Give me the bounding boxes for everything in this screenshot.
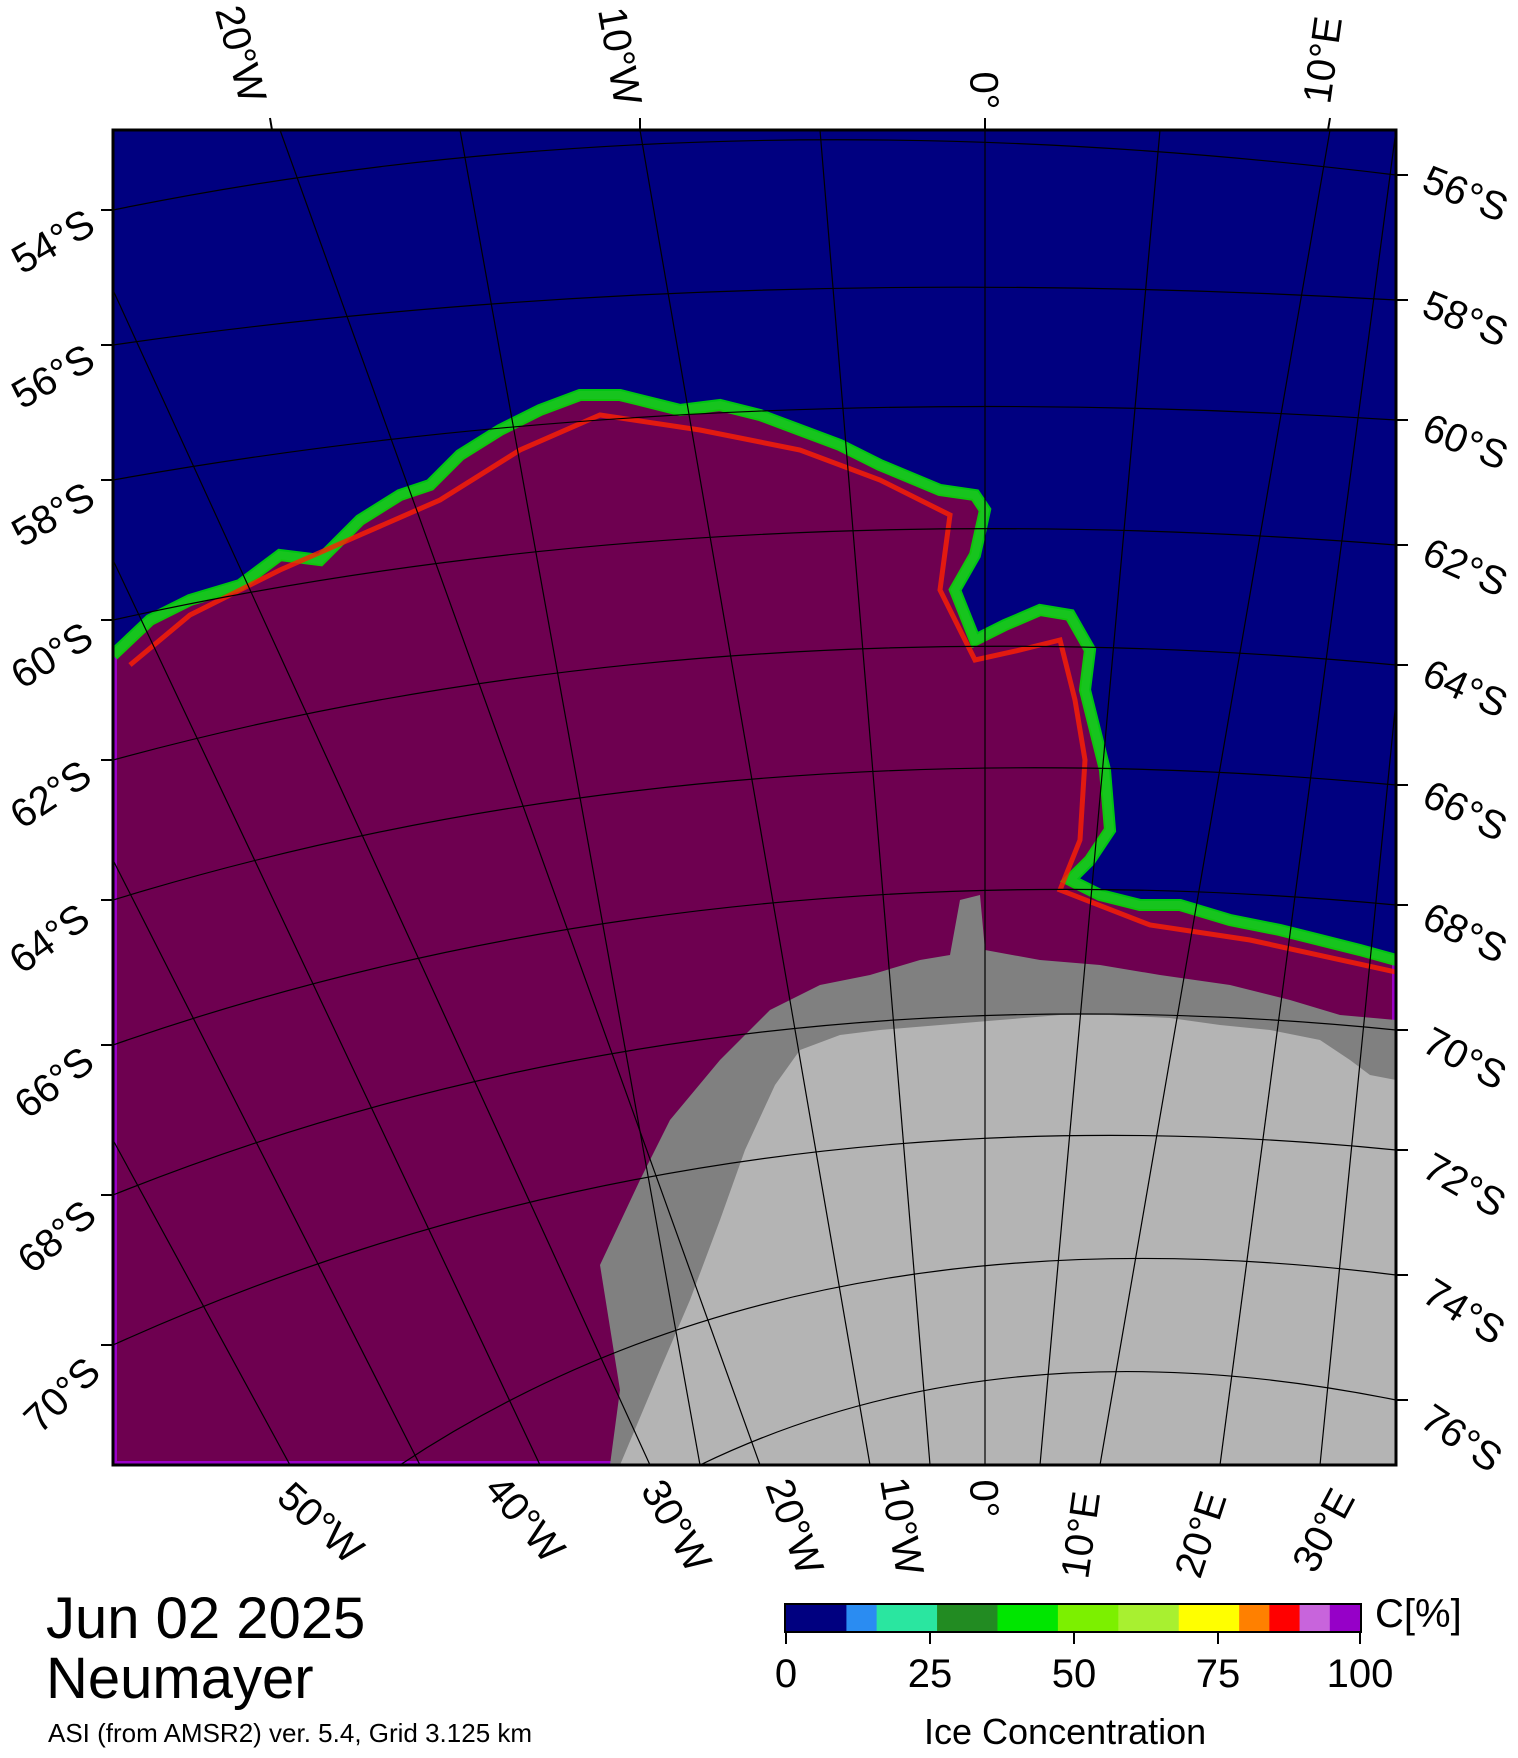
colorbar-ticks <box>785 1632 1361 1644</box>
colorbar-segment <box>1027 1605 1059 1631</box>
colorbar-segment <box>1208 1605 1240 1631</box>
right-lat-label: 56°S <box>1417 158 1514 231</box>
left-lat-label: 62°S <box>2 752 99 837</box>
left-lat-label: 64°S <box>1 895 97 982</box>
top-lon-label: 20°W <box>206 1 274 108</box>
colorbar-tick-label: 75 <box>1195 1652 1241 1696</box>
right-lat-label: 58°S <box>1417 283 1514 356</box>
right-lat-label: 74°S <box>1415 1270 1512 1354</box>
colorbar-segment <box>967 1605 999 1631</box>
right-lat-label: 68°S <box>1416 895 1514 973</box>
map-station-title: Neumayer <box>46 1646 314 1711</box>
left-lat-label: 60°S <box>3 614 100 698</box>
colorbar-segment <box>937 1605 968 1631</box>
left-lat-label: 66°S <box>6 1039 102 1127</box>
colorbar-segment <box>786 1605 817 1631</box>
colorbar-title: Ice Concentration <box>924 1711 1207 1752</box>
left-lat-label: 70°S <box>16 1349 109 1441</box>
ice-edge-red <box>128 412 1396 975</box>
bottom-lon-label: 10°W <box>871 1474 931 1579</box>
left-lat-label: 68°S <box>10 1192 105 1282</box>
map-frame <box>111 128 1398 1467</box>
marginal-ice-zone <box>113 389 1396 966</box>
colorbar-segment <box>1299 1605 1331 1631</box>
colorbar-segment <box>1057 1605 1089 1631</box>
colorbar-unit-label: C[%] <box>1375 1592 1462 1636</box>
graticule-meridians <box>113 130 1396 1465</box>
right-lat-label: 60°S <box>1417 406 1514 479</box>
top-lon-label: 10°E <box>1295 14 1351 106</box>
colorbar-tick-label: 50 <box>1051 1652 1097 1696</box>
right-lat-label: 70°S <box>1416 1019 1514 1099</box>
colorbar-segment <box>816 1605 848 1631</box>
bottom-lon-label: 30°W <box>632 1473 719 1580</box>
bottom-lon-label: 20°E <box>1167 1486 1236 1583</box>
bottom-lon-label: 40°W <box>476 1468 573 1572</box>
colorbar-segment <box>1239 1605 1270 1631</box>
colorbar-segment <box>906 1605 938 1631</box>
colorbar-segment <box>1269 1605 1301 1631</box>
colorbar-segment <box>876 1605 908 1631</box>
frame-ticks <box>101 117 1408 1401</box>
colorbar-segment <box>1118 1605 1150 1631</box>
colorbar-tick-label: 0 <box>774 1652 798 1696</box>
right-lat-label: 64°S <box>1416 651 1514 727</box>
colorbar-segment <box>1178 1605 1210 1631</box>
right-lat-label: 76°S <box>1413 1396 1510 1481</box>
bottom-lon-label: 10°E <box>1053 1489 1109 1581</box>
right-lat-label: 72°S <box>1416 1145 1513 1227</box>
colorbar-tick-label: 25 <box>907 1652 953 1696</box>
colorbar-segment <box>1088 1605 1119 1631</box>
antarctic-land <box>620 1015 1396 1465</box>
colorbar-segment <box>1329 1605 1361 1631</box>
colorbar <box>786 1605 1361 1631</box>
top-lon-label: 10°W <box>589 4 649 109</box>
map-date-title: Jun 02 2025 <box>46 1586 366 1651</box>
map-subtitle: ASI (from AMSR2) ver. 5.4, Grid 3.125 km <box>48 1718 533 1748</box>
colorbar-segment <box>997 1605 1029 1631</box>
left-lat-label: 58°S <box>5 474 102 556</box>
bottom-lon-label: 30°E <box>1284 1482 1364 1580</box>
bottom-lon-label: 50°W <box>269 1474 372 1573</box>
colorbar-segment <box>846 1605 878 1631</box>
colorbar-segment <box>1148 1605 1180 1631</box>
colorbar-tick-label: 100 <box>1326 1652 1394 1696</box>
left-lat-label: 56°S <box>5 336 102 418</box>
bottom-lon-label: 0° <box>961 1479 1006 1519</box>
graticule-parallels <box>113 139 1396 1465</box>
bottom-lon-label: 20°W <box>757 1473 832 1581</box>
top-lon-label: 0° <box>961 71 1006 111</box>
left-lat-label: 54°S <box>5 201 102 283</box>
right-lat-label: 62°S <box>1416 530 1514 606</box>
right-lat-label: 66°S <box>1416 773 1514 851</box>
